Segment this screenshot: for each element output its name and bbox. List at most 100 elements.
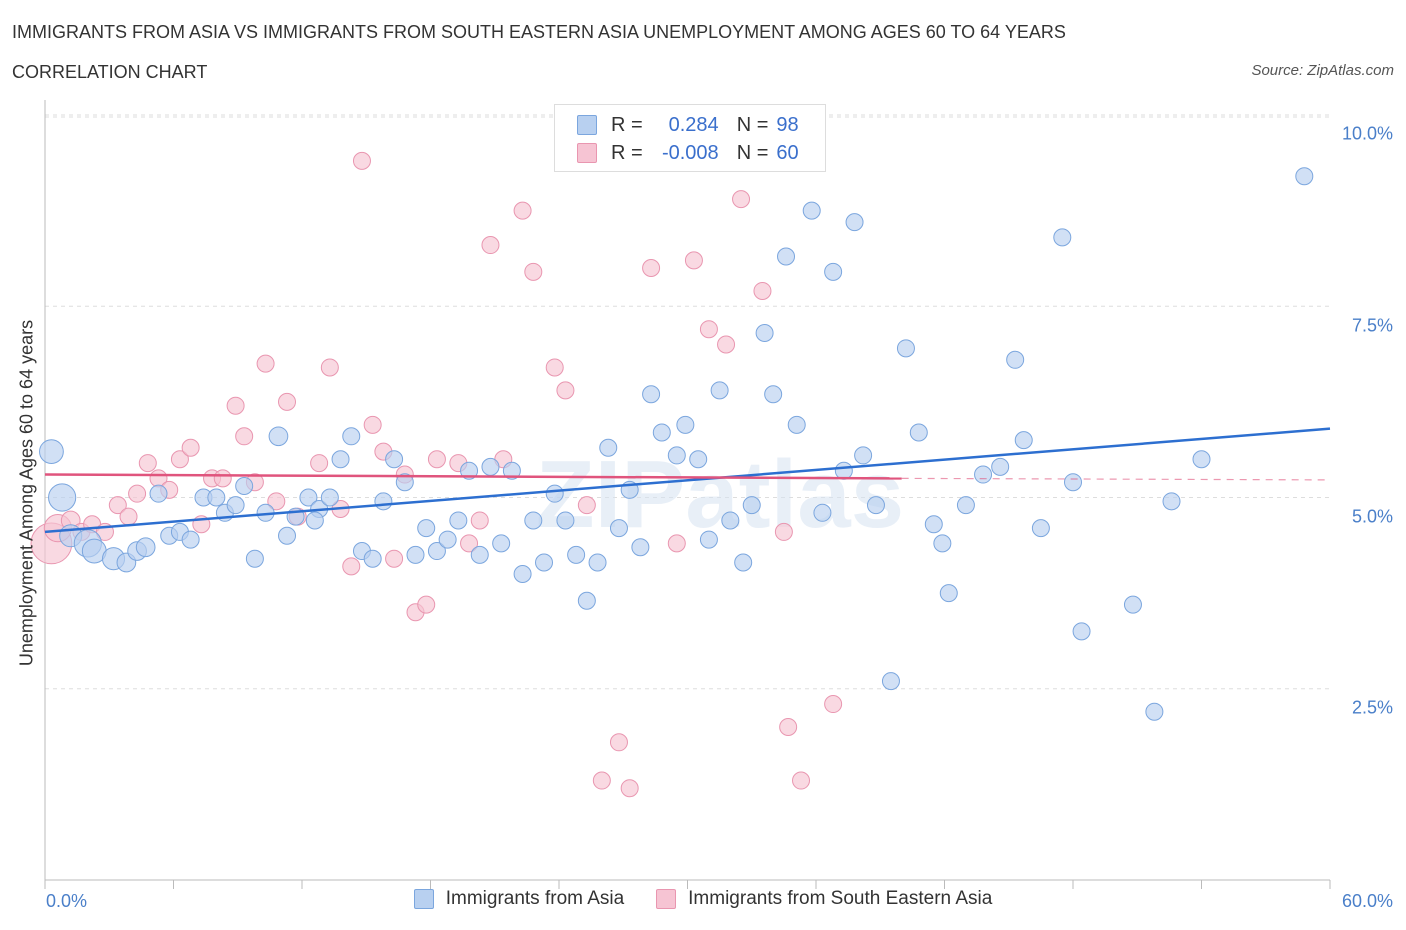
data-point-blue xyxy=(449,511,468,530)
data-point-blue xyxy=(689,450,708,469)
data-point-pink xyxy=(609,733,628,752)
series-blue-points xyxy=(39,167,1314,721)
data-point-pink xyxy=(524,262,543,281)
data-point-blue xyxy=(481,457,500,476)
data-point-blue xyxy=(395,473,414,492)
data-point-pink xyxy=(128,484,147,503)
data-point-blue xyxy=(896,339,915,358)
data-point-blue xyxy=(813,503,832,522)
data-point-blue xyxy=(777,247,796,266)
data-point-pink xyxy=(342,557,361,576)
data-point-blue xyxy=(470,545,489,564)
data-point-pink xyxy=(753,281,772,300)
watermark: ZIPatlas xyxy=(536,441,904,548)
data-point-pink xyxy=(267,492,286,511)
data-point-blue xyxy=(609,519,628,538)
data-point-blue xyxy=(207,488,226,507)
data-point-blue xyxy=(363,549,382,568)
data-point-blue xyxy=(676,415,695,434)
data-point-blue xyxy=(866,496,885,515)
data-point-blue xyxy=(278,526,297,545)
data-point-blue xyxy=(342,427,361,446)
data-point-blue xyxy=(854,446,873,465)
chart-subtitle: CORRELATION CHART xyxy=(12,62,208,82)
data-point-pink xyxy=(226,396,245,415)
data-point-pink xyxy=(385,549,404,568)
legend-r-label: R = xyxy=(611,141,643,164)
data-point-blue xyxy=(331,450,350,469)
data-point-blue xyxy=(181,530,200,549)
y-tick-label: 7.5% xyxy=(1351,315,1393,336)
data-point-pink xyxy=(792,771,811,790)
y-tick-label: 5.0% xyxy=(1351,506,1393,527)
data-point-pink xyxy=(774,522,793,541)
data-point-blue xyxy=(460,461,479,480)
data-point-blue xyxy=(545,484,564,503)
data-point-pink xyxy=(592,771,611,790)
data-point-blue xyxy=(845,213,864,232)
data-point-pink xyxy=(352,151,371,170)
data-point-blue xyxy=(652,423,671,442)
series-legend: Immigrants from Asia Immigrants from Sou… xyxy=(0,888,1406,910)
data-point-blue xyxy=(834,461,853,480)
legend-swatch-blue xyxy=(413,889,434,909)
data-point-blue xyxy=(710,381,729,400)
data-point-blue xyxy=(374,492,393,511)
data-point-blue xyxy=(48,483,77,512)
trend-line-pink-extension xyxy=(901,477,1331,481)
data-point-blue xyxy=(417,519,436,538)
data-point-blue xyxy=(1053,228,1072,247)
y-tick-label: 10.0% xyxy=(1341,123,1393,144)
data-point-pink xyxy=(138,454,157,473)
legend-row-blue: R = 0.284 N = 98 xyxy=(577,111,799,139)
data-point-pink xyxy=(667,534,686,553)
data-point-blue xyxy=(320,488,339,507)
legend-r-label: R = xyxy=(611,113,643,136)
chart-title: IMMIGRANTS FROM ASIA VS IMMIGRANTS FROM … xyxy=(12,22,1066,42)
data-point-blue xyxy=(1064,473,1082,492)
data-point-pink xyxy=(642,259,661,277)
data-point-blue xyxy=(1192,450,1211,469)
data-point-pink xyxy=(779,718,798,736)
data-point-blue xyxy=(135,537,156,558)
legend-swatch-blue xyxy=(577,115,597,135)
data-point-blue xyxy=(567,545,586,564)
data-point-blue xyxy=(824,262,843,281)
data-point-blue xyxy=(1072,622,1091,641)
data-point-blue xyxy=(734,553,753,572)
data-point-blue xyxy=(149,484,168,503)
legend-n-value: 98 xyxy=(776,113,799,136)
data-point-blue xyxy=(406,545,425,564)
data-point-pink xyxy=(235,427,254,446)
data-point-blue xyxy=(939,584,958,603)
data-point-pink xyxy=(181,438,200,457)
data-point-pink xyxy=(481,236,500,255)
x-tick-label-min: 0.0% xyxy=(46,891,88,911)
stats-legend: R = 0.284 N = 98 R = -0.008 N = 60 xyxy=(554,104,826,172)
legend-row-pink: R = -0.008 N = 60 xyxy=(577,139,799,167)
legend-n-label: N = xyxy=(736,141,769,164)
data-point-pink xyxy=(556,381,575,400)
data-point-blue xyxy=(1145,702,1164,721)
data-point-pink xyxy=(427,450,446,469)
data-point-blue xyxy=(299,488,318,507)
data-point-blue xyxy=(1031,519,1050,538)
legend-item-southeast-asia[interactable]: Immigrants from South Eastern Asia xyxy=(656,888,992,910)
legend-item-asia[interactable]: Immigrants from Asia xyxy=(413,888,625,910)
data-point-blue xyxy=(1295,167,1314,186)
data-point-pink xyxy=(699,320,718,339)
y-axis-label: Unemployment Among Ages 60 to 64 years xyxy=(16,319,37,667)
axes xyxy=(44,100,1331,889)
data-point-pink xyxy=(278,392,297,411)
legend-swatch-pink xyxy=(577,143,597,163)
data-point-blue xyxy=(305,511,324,530)
data-point-pink xyxy=(320,358,339,377)
data-point-pink xyxy=(684,251,703,270)
data-point-blue xyxy=(881,672,900,691)
data-point-blue xyxy=(513,565,532,583)
data-point-blue xyxy=(991,457,1010,476)
y-tick-label: 2.5% xyxy=(1351,697,1393,718)
legend-label-asia: Immigrants from Asia xyxy=(445,888,625,909)
data-point-pink xyxy=(824,695,843,714)
